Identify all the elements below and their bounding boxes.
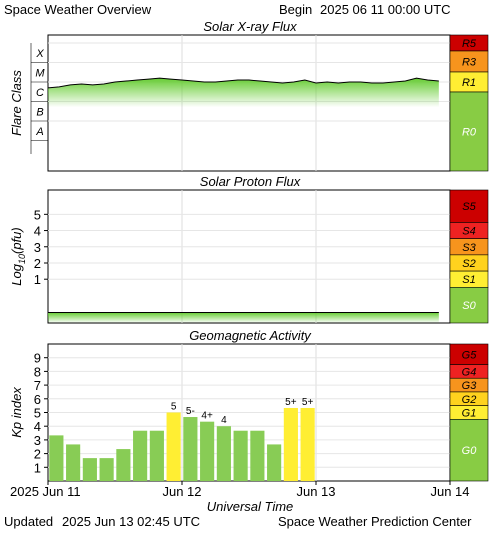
footer: Updated 2025 Jun 13 02:45 UTC Space Weat… xyxy=(0,512,500,532)
proton-ylabel-main: Log xyxy=(9,263,24,285)
proton-title: Solar Proton Flux xyxy=(200,174,301,189)
proton-ylabel-sub: 10 xyxy=(17,254,27,264)
geo-scale-label: G0 xyxy=(462,445,478,457)
geo-kp-bar-label: 4+ xyxy=(201,411,213,422)
begin-label: Begin xyxy=(279,2,313,17)
x-axis-tick-label: Jun 14 xyxy=(430,484,469,499)
xray-flux-line xyxy=(47,77,439,89)
geo-kp-bar-label: 5- xyxy=(186,406,195,417)
x-axis-tick-label: 2025 Jun 11 xyxy=(10,484,81,499)
xray-class-label: B xyxy=(36,106,43,118)
geo-tick-label: 8 xyxy=(34,364,41,379)
geo-scale-label: G2 xyxy=(462,394,477,406)
updated-time: 2025 Jun 13 02:45 UTC xyxy=(62,514,201,529)
xray-scale-label: R1 xyxy=(462,77,476,89)
proton-tick-label: 5 xyxy=(34,207,41,222)
xray-class-label: C xyxy=(36,87,44,99)
geo-scale-label: G1 xyxy=(462,408,477,420)
geo-ylabel: Kp index xyxy=(9,387,24,438)
geo-kp-bar xyxy=(116,449,131,481)
proton-tick-label: 3 xyxy=(34,240,41,255)
geo-scale-box xyxy=(449,419,489,482)
header: Space Weather Overview Begin 2025 06 11 … xyxy=(0,0,500,20)
source-credit: Space Weather Prediction Center xyxy=(278,514,472,529)
page-title: Space Weather Overview xyxy=(4,2,152,17)
geo-tick-label: 3 xyxy=(34,433,41,448)
xray-scale-label: R5 xyxy=(462,38,477,50)
proton-scale-label: S5 xyxy=(462,201,476,213)
geo-kp-bar xyxy=(200,421,215,481)
geo-tick-label: 5 xyxy=(34,406,41,421)
geo-kp-bar xyxy=(250,430,265,481)
geo-kp-bar-label: 4 xyxy=(221,415,227,426)
geo-scale-label: G4 xyxy=(462,366,477,378)
geo-kp-bar xyxy=(283,407,298,481)
geo-kp-bar-label: 5+ xyxy=(302,397,314,408)
proton-scale-label: S3 xyxy=(462,242,476,254)
proton-scale-label: S2 xyxy=(462,258,475,270)
xray-class-label: X xyxy=(35,48,44,60)
proton-tick-label: 2 xyxy=(34,256,41,271)
xray-scale-label: R0 xyxy=(462,127,477,139)
geo-kp-bar xyxy=(216,426,231,481)
geo-scale-label: G5 xyxy=(462,349,478,361)
x-axis-tick-label: Jun 12 xyxy=(162,484,201,499)
xray-ylabel: Flare Class xyxy=(9,70,24,136)
geo-tick-label: 7 xyxy=(34,378,41,393)
xray-class-label: A xyxy=(35,126,43,138)
xray-scale-box xyxy=(449,91,489,172)
proton-tick-label: 1 xyxy=(34,272,41,287)
geo-kp-bar xyxy=(267,444,282,481)
proton-scale-label: S0 xyxy=(462,300,476,312)
geo-tick-label: 6 xyxy=(34,392,41,407)
geo-kp-bar xyxy=(82,458,97,481)
geo-tick-label: 1 xyxy=(34,460,41,475)
x-axis-label: Universal Time xyxy=(207,499,294,514)
begin-time: 2025 06 11 00:00 UTC xyxy=(320,2,451,17)
proton-scale-label: S1 xyxy=(462,274,475,286)
geo-kp-bar xyxy=(300,407,315,481)
proton-tick-label: 4 xyxy=(34,224,41,239)
geo-kp-bar xyxy=(149,430,164,481)
geo-kp-bar xyxy=(99,458,114,481)
geo-kp-bar xyxy=(233,430,248,481)
proton-scale-box xyxy=(449,287,489,324)
xray-title: Solar X-ray Flux xyxy=(203,19,297,34)
xray-scale-label: R3 xyxy=(462,57,477,69)
updated-label: Updated xyxy=(4,514,54,529)
geo-kp-bar xyxy=(183,417,198,481)
xray-class-label: M xyxy=(35,67,45,79)
proton-ylabel-unit: (pfu) xyxy=(9,227,24,254)
geo-kp-bar-label: 5+ xyxy=(285,397,297,408)
x-axis-tick-label: Jun 13 xyxy=(296,484,335,499)
geo-kp-bar xyxy=(133,430,148,481)
geo-scale-label: G3 xyxy=(462,380,478,392)
geo-kp-bar xyxy=(166,412,181,481)
geo-kp-bar-label: 5 xyxy=(171,402,177,413)
proton-scale-box xyxy=(449,189,489,223)
proton-scale-label: S4 xyxy=(462,226,475,238)
geo-tick-label: 9 xyxy=(34,351,41,366)
geo-tick-label: 4 xyxy=(34,419,41,434)
geo-kp-bar xyxy=(49,435,64,481)
geo-kp-bar xyxy=(66,444,81,481)
geo-title: Geomagnetic Activity xyxy=(189,328,312,343)
geo-tick-label: 2 xyxy=(34,447,41,462)
proton-flux-fill xyxy=(48,312,439,323)
xray-flux-fill xyxy=(48,78,439,108)
proton-ylabel: Log10(pfu) xyxy=(9,227,27,285)
proton-plot-area xyxy=(47,189,451,324)
